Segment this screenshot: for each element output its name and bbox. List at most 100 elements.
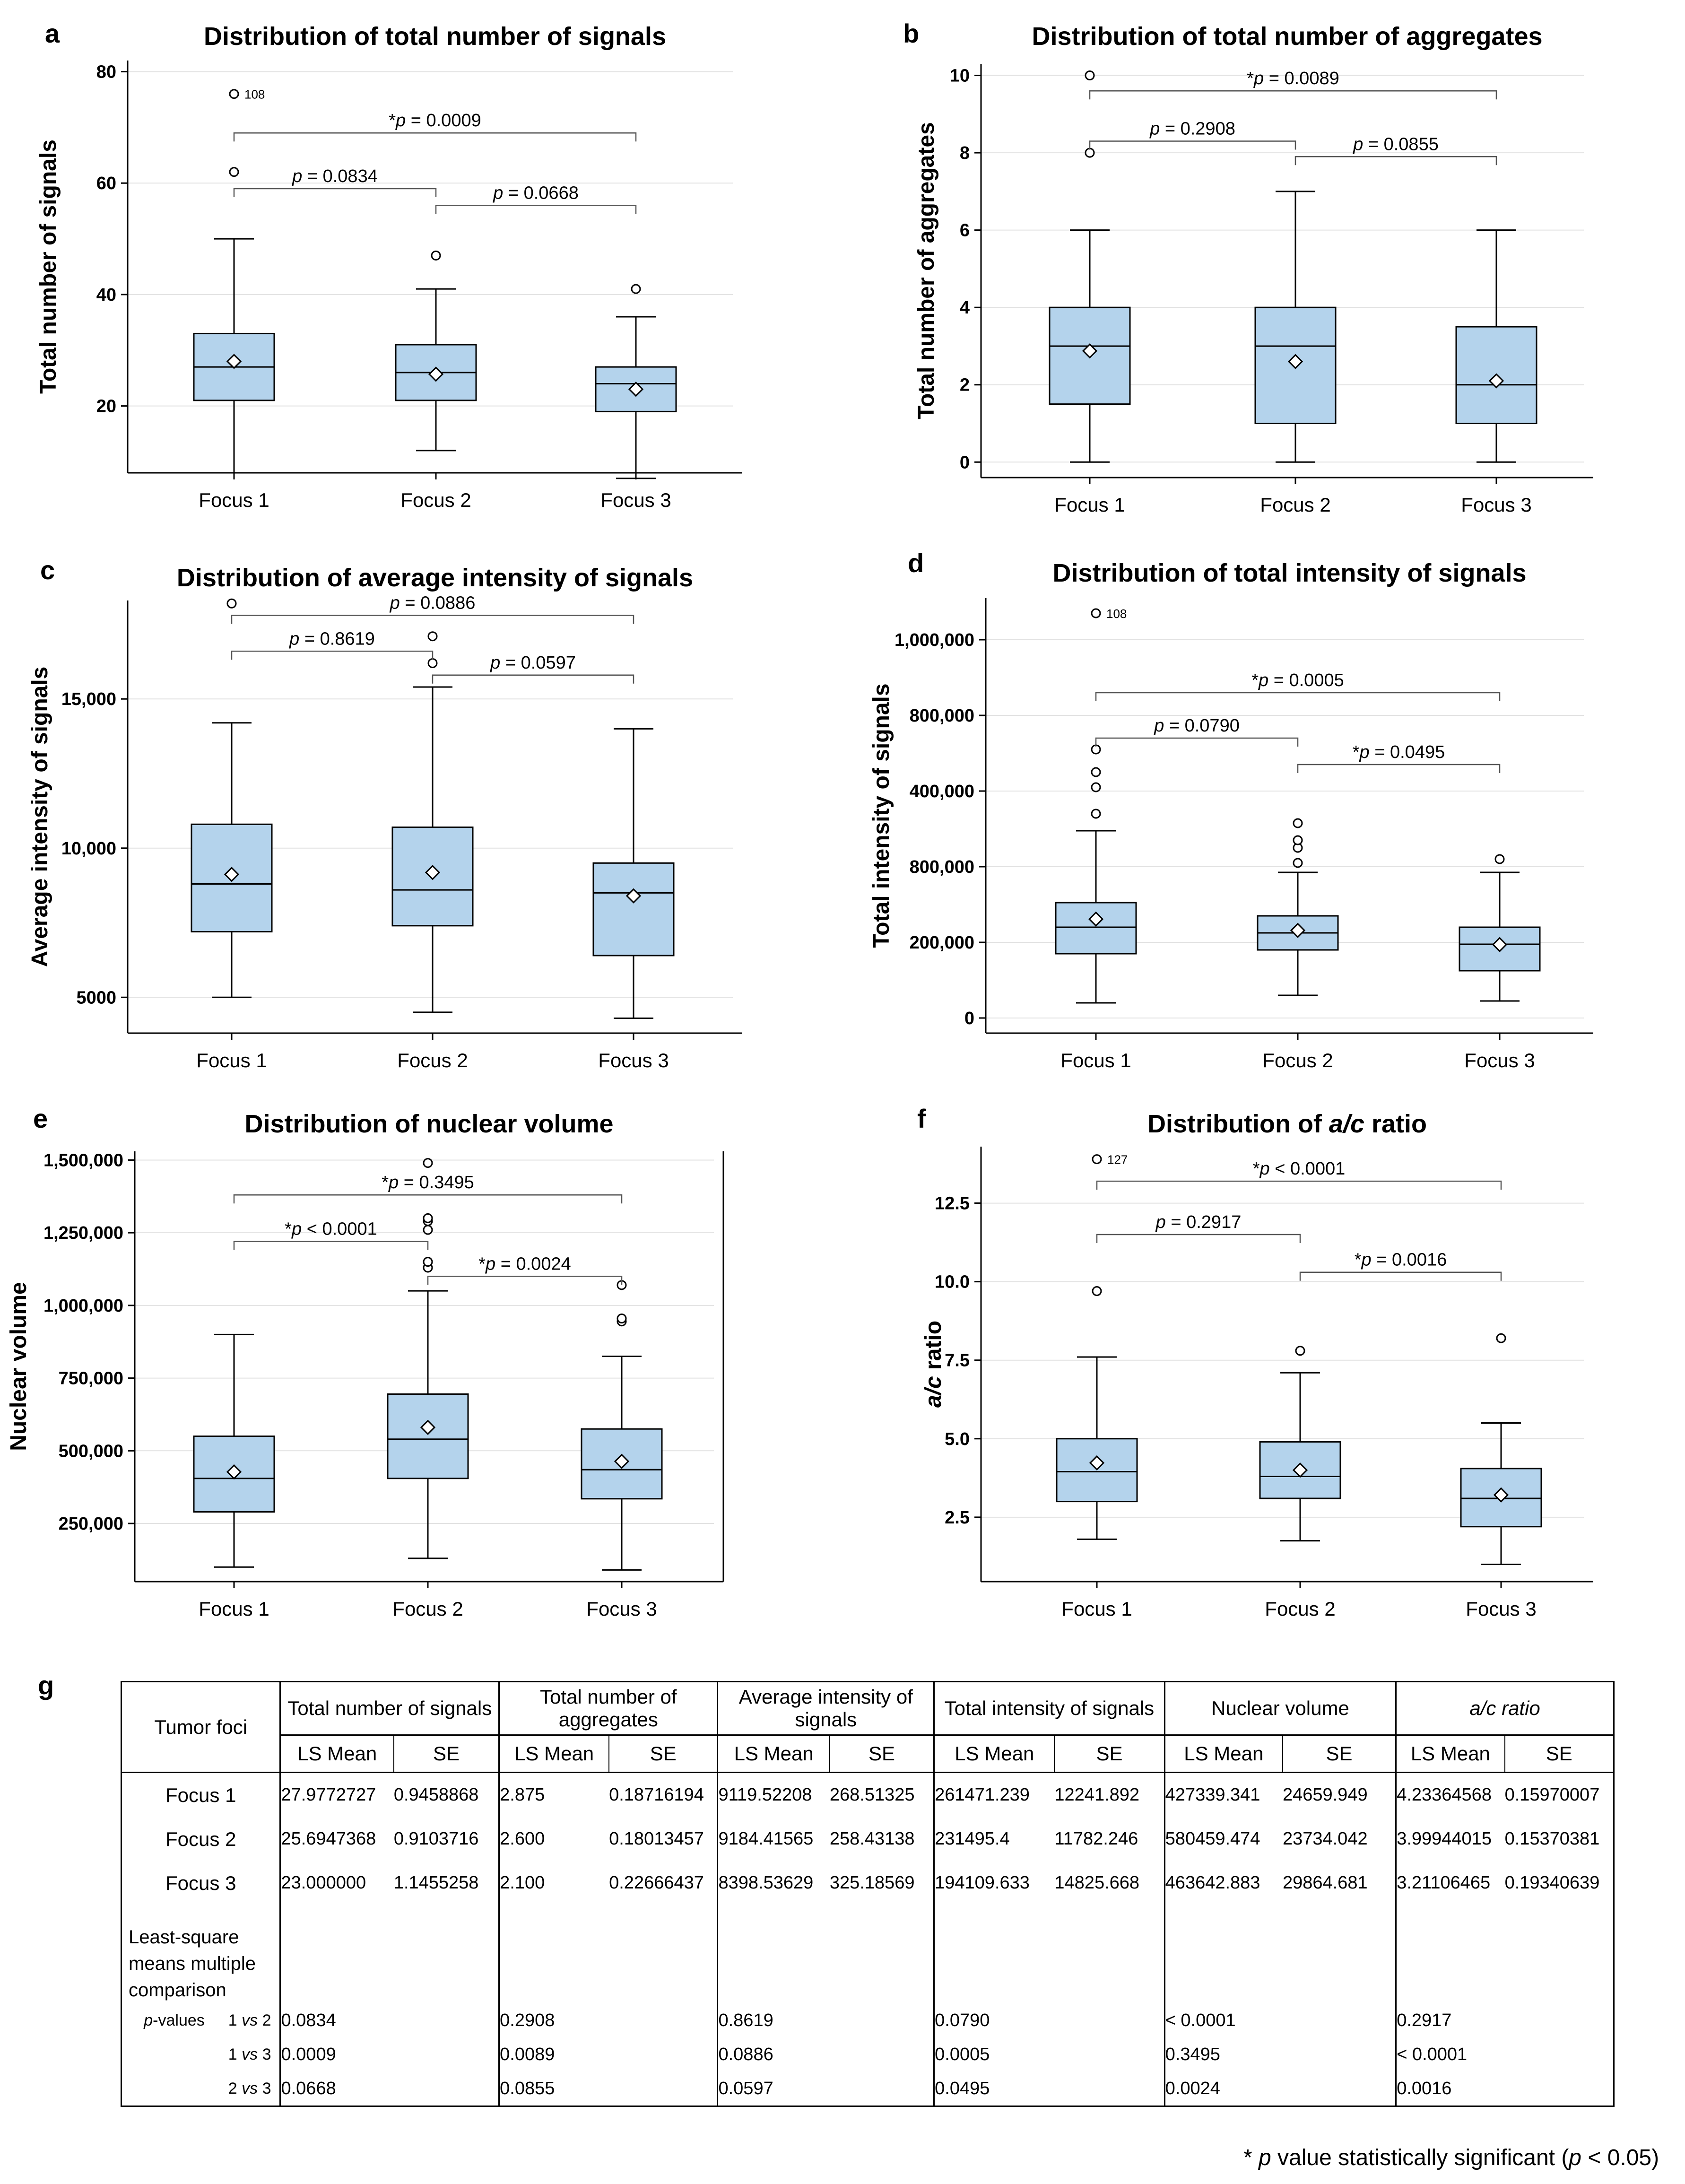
table-cell: 194109.633 <box>933 1861 1055 1905</box>
bracket-line <box>1095 737 1299 747</box>
empty-cell <box>1054 2071 1165 2107</box>
header-group: Total intensity of signals <box>933 1681 1165 1736</box>
y-tick-label: 10,000 <box>61 839 116 859</box>
x-tick-label: Focus 2 <box>1260 494 1330 516</box>
mean-marker <box>1492 937 1508 952</box>
subheader-ls-mean: LS Mean <box>1395 1735 1505 1773</box>
y-tick-label: 80 <box>96 62 116 82</box>
y-tick-label: 2.5 <box>945 1508 970 1528</box>
mean-marker <box>1287 354 1303 369</box>
x-tick-label: Focus 2 <box>1265 1598 1335 1620</box>
x-tick-label: Focus 2 <box>1262 1049 1333 1071</box>
comparison-bracket: *p = 0.0089 <box>1089 69 1497 100</box>
outlier-point <box>1496 1333 1506 1343</box>
chart-panel-c: c Distribution of average intensity of si… <box>27 555 742 1071</box>
comparison-bracket: p = 0.0790 <box>1095 716 1299 747</box>
table-cell: 0.15970007 <box>1504 1772 1615 1817</box>
box-iqr <box>595 366 677 412</box>
stats-table: Tumor foci Total number of signals Total… <box>120 1681 1615 2107</box>
p-symbol: p <box>144 2011 153 2029</box>
pvalue-row: 1 vs 3 0.0009 0.0089 0.0886 0.0005 0.3495 < 0.… <box>120 2037 1615 2071</box>
comparison-bracket: p = 0.0597 <box>432 653 634 684</box>
table-cell: 24659.949 <box>1282 1785 1368 1805</box>
y-tick-label: 40 <box>96 285 116 305</box>
table-cell: 3.99944015 <box>1395 1817 1505 1861</box>
comparison-bracket: p = 0.0886 <box>231 593 634 624</box>
table-cell: 261471.239 <box>933 1772 1055 1817</box>
bracket-line <box>233 1241 429 1250</box>
comparison-pvalue: *p = 0.0005 <box>1251 670 1344 690</box>
comparison-bracket: p = 0.2908 <box>1089 119 1296 150</box>
outlier-point <box>1293 818 1303 828</box>
chart-title: Distribution of nuclear volume <box>244 1110 613 1138</box>
table-cell: 23.000000 <box>279 1861 394 1905</box>
chart-panel-d: d Distribution of total intensity of sign… <box>869 548 1593 1071</box>
outlier-point <box>631 284 641 294</box>
table-cell: 427339.341 <box>1164 1772 1283 1817</box>
pvalue-cell: 0.0668 <box>279 2071 394 2107</box>
y-axis-label: Average intensity of signals <box>27 667 52 967</box>
empty-cell <box>1504 2003 1615 2037</box>
table-cell: 9184.41565 <box>717 1817 830 1861</box>
outlier-point <box>1091 767 1101 777</box>
y-axis-label: Total number of signals <box>36 139 61 394</box>
subheader-se: SE <box>393 1735 499 1773</box>
panel-label: d <box>908 548 924 578</box>
y-tick-label: 1,000,000 <box>43 1296 123 1316</box>
bracket-line <box>1096 1180 1502 1190</box>
chart-panel-e: e Distribution of nuclear volume 250,000 50… <box>6 1104 724 1620</box>
empty-cell <box>279 1905 394 2003</box>
comparison-pvalue: p = 0.0886 <box>390 593 476 613</box>
y-tick-label: 5000 <box>76 988 116 1008</box>
y-tick-label: 2 <box>960 375 970 395</box>
empty-cell <box>1504 1905 1615 2003</box>
mean-marker <box>420 1419 436 1435</box>
box-1 <box>193 1333 275 1568</box>
comparison-pvalue: p = 0.0668 <box>493 183 579 203</box>
comparison-pvalue: p = 0.0834 <box>292 166 378 186</box>
outlier-point <box>1295 1346 1305 1356</box>
y-tick-label: 8 <box>960 143 970 163</box>
subheader-ls-mean: LS Mean <box>717 1735 830 1773</box>
table-cell: 12241.892 <box>1054 1785 1140 1805</box>
table-cell: 258.43138 <box>829 1829 915 1849</box>
empty-cell <box>830 2037 934 2071</box>
empty-cell <box>933 1905 1055 2003</box>
comparison-label: vs <box>242 2045 258 2063</box>
bracket-line <box>427 1276 623 1285</box>
box-2 <box>391 631 474 1013</box>
empty-cell <box>830 1905 934 2003</box>
box-iqr <box>1055 902 1137 955</box>
empty-cell <box>1283 2037 1396 2071</box>
x-tick-label: Focus 3 <box>1461 494 1531 516</box>
bracket-line <box>1089 140 1296 150</box>
mean-marker <box>1089 1455 1105 1471</box>
pvalue-cell: 0.0024 <box>1164 2071 1283 2107</box>
y-axis-label: Nuclear volume <box>6 1282 31 1451</box>
comparison-pvalue: p = 0.0597 <box>490 653 576 673</box>
mean-marker <box>224 867 240 882</box>
bracket-line <box>1096 1234 1301 1243</box>
bracket-line <box>1297 764 1501 773</box>
outlier-label: 127 <box>1107 1153 1128 1167</box>
x-tick-label: Focus 1 <box>199 489 269 511</box>
pvalue-cell: 0.0009 <box>279 2037 394 2071</box>
x-tick-label: Focus 1 <box>1054 494 1125 516</box>
comparison-pvalue: *p = 0.3495 <box>382 1173 474 1192</box>
box-1 <box>1055 608 1137 1004</box>
comparison-bracket: *p < 0.0001 <box>233 1219 429 1250</box>
mean-marker <box>226 354 242 369</box>
y-tick-label: 0 <box>960 452 970 472</box>
y-tick-label: 60 <box>96 174 116 193</box>
x-tick-label: Focus 3 <box>1466 1598 1536 1620</box>
y-axis-label: a/c ratio <box>921 1321 946 1408</box>
pvalue-cell: 0.3495 <box>1164 2037 1283 2071</box>
y-tick-label: 1,500,000 <box>43 1150 123 1170</box>
box-2 <box>1259 1346 1341 1542</box>
x-tick-label: Focus 2 <box>397 1049 468 1071</box>
comparison-label: 3 <box>258 2045 271 2063</box>
table-cell: 11782.246 <box>1054 1829 1138 1849</box>
footnote: * p value statistically significant (p <… <box>1243 2145 1659 2171</box>
outlier-point <box>423 1257 433 1267</box>
x-tick-label: Focus 1 <box>196 1049 267 1071</box>
